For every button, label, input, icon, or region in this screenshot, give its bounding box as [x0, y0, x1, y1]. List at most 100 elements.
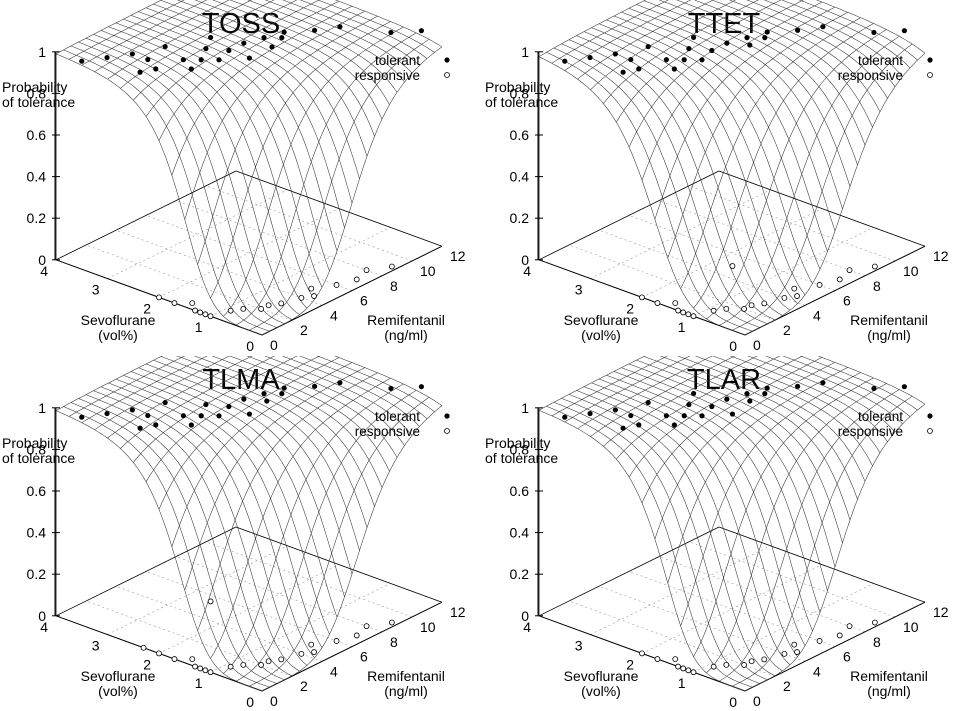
- z-axis-label: Probability: [485, 79, 550, 95]
- surface-gridline: [591, 27, 798, 304]
- responsive-point: [227, 307, 234, 314]
- remi-axis-label: (ng/ml): [384, 683, 428, 699]
- tolerant-point: [312, 27, 318, 33]
- responsive-point: [690, 313, 697, 320]
- tolerant-point: [198, 57, 204, 63]
- sevo-axis-label: (vol%): [581, 683, 621, 699]
- remi-tick-label: 4: [330, 307, 338, 323]
- remi-tick-label: 10: [420, 263, 436, 279]
- tolerant-point: [188, 422, 194, 428]
- responsive-point: [197, 309, 204, 316]
- responsive-point: [761, 300, 768, 307]
- tolerant-point: [104, 54, 110, 61]
- tolerant-point: [871, 29, 877, 36]
- legend-marker-tolerant: [444, 413, 450, 419]
- floor-grid: [55, 526, 443, 692]
- z-tick-label: 0.8: [510, 85, 530, 101]
- floor-gridline: [688, 541, 896, 618]
- surface-gridline: [176, 356, 375, 507]
- responsive-point: [207, 313, 214, 320]
- z-tick-label: 0: [38, 252, 46, 268]
- tolerant-point: [744, 35, 750, 41]
- remifentanil-axis-line: [261, 601, 443, 692]
- remi-axis-label: Remifentanil: [850, 312, 928, 328]
- tolerant-point: [681, 413, 687, 419]
- tolerant-point: [198, 413, 204, 419]
- tolerant-point: [645, 399, 651, 406]
- legend-marker-tolerant: [927, 57, 933, 63]
- surface-gridline: [145, 7, 353, 204]
- responsive-point: [672, 300, 679, 307]
- surface-gridline: [261, 46, 443, 336]
- surface-gridline: [229, 0, 398, 93]
- z-tick-label: 0.8: [510, 441, 530, 457]
- surface-gridline: [628, 8, 836, 232]
- remi-tick-label: 10: [903, 263, 919, 279]
- surface-gridline: [160, 0, 368, 157]
- tolerant-point: [762, 391, 768, 397]
- back-floor-edge: [55, 170, 237, 261]
- responsive-point: [258, 306, 265, 312]
- right-floor-edge: [718, 170, 926, 247]
- responsive-point: [675, 307, 681, 314]
- series-responsive: [639, 263, 878, 320]
- floor-gridline: [115, 585, 323, 662]
- surface-gridline: [123, 375, 330, 635]
- z-tick-label: 0.2: [27, 210, 47, 226]
- tolerant-point: [729, 411, 736, 417]
- surface-gridline: [711, 0, 881, 112]
- remi-tick-label: 4: [330, 663, 338, 679]
- surface-gridline: [747, 356, 896, 433]
- tolerant-point: [612, 407, 618, 413]
- floor-gridline: [85, 600, 293, 677]
- surface-gridline: [538, 356, 646, 411]
- surface-gridline: [211, 356, 390, 472]
- surface-gridline: [712, 356, 881, 453]
- z-tick-label: 0.8: [27, 441, 47, 457]
- surface-gridline: [598, 378, 806, 646]
- responsive-point: [207, 598, 214, 605]
- sevo-tick-label: 3: [575, 282, 583, 298]
- tolerant-point: [281, 29, 287, 35]
- surface-gridline: [583, 31, 791, 311]
- surface-gridline: [63, 406, 270, 688]
- sevo-tick-label: 3: [92, 282, 100, 298]
- surface-gridline: [728, 0, 888, 99]
- surface-gridline: [816, 0, 926, 54]
- responsive-point: [748, 658, 755, 665]
- responsive-point: [258, 662, 265, 668]
- z-tick-label: 0.6: [27, 127, 47, 143]
- remi-tick-label: 10: [420, 619, 436, 635]
- responsive-point: [308, 285, 315, 292]
- tolerant-point: [724, 396, 730, 402]
- floor-gridline: [85, 244, 293, 321]
- sevo-tick-label: 2: [626, 656, 634, 672]
- surface-gridline: [553, 47, 761, 328]
- surface-gridline: [130, 371, 338, 618]
- tolerant-point: [162, 43, 168, 50]
- remi-axis-label: (ng/ml): [867, 327, 911, 343]
- panel-tlma: TLMA 0 0.2 0.4 0.6 0.8 1 0 1 2 3 4 0 2 4 6 8 10 12 Probabil…: [0, 356, 482, 711]
- panel-toss: TOSS 0 0.2 0.4 0.6 0.8 1 0 1 2 3 4 0 2 4 6 8 10 12 Probabil…: [0, 0, 482, 355]
- responsive-point: [672, 656, 679, 663]
- tolerant-point: [137, 69, 143, 75]
- floor-gridline: [145, 571, 353, 647]
- surface-gridline: [667, 367, 848, 584]
- tolerant-point: [145, 412, 151, 419]
- tolerant-point: [279, 35, 285, 41]
- tolerant-point: [246, 55, 253, 61]
- responsive-point: [202, 311, 209, 318]
- responsive-point: [654, 656, 661, 662]
- tolerant-point: [203, 401, 209, 408]
- responsive-point: [353, 632, 360, 639]
- response-surface: [55, 356, 443, 692]
- responsive-point: [836, 632, 843, 639]
- remi-tick-label: 6: [843, 293, 851, 309]
- tolerant-point: [562, 58, 568, 64]
- surface-gridline: [176, 0, 375, 137]
- sevo-tick-label: 1: [195, 319, 203, 335]
- floor-gridline: [205, 185, 413, 262]
- responsive-point: [836, 276, 843, 283]
- floor-gridline: [628, 215, 836, 291]
- remi-tick-label: 12: [450, 248, 466, 264]
